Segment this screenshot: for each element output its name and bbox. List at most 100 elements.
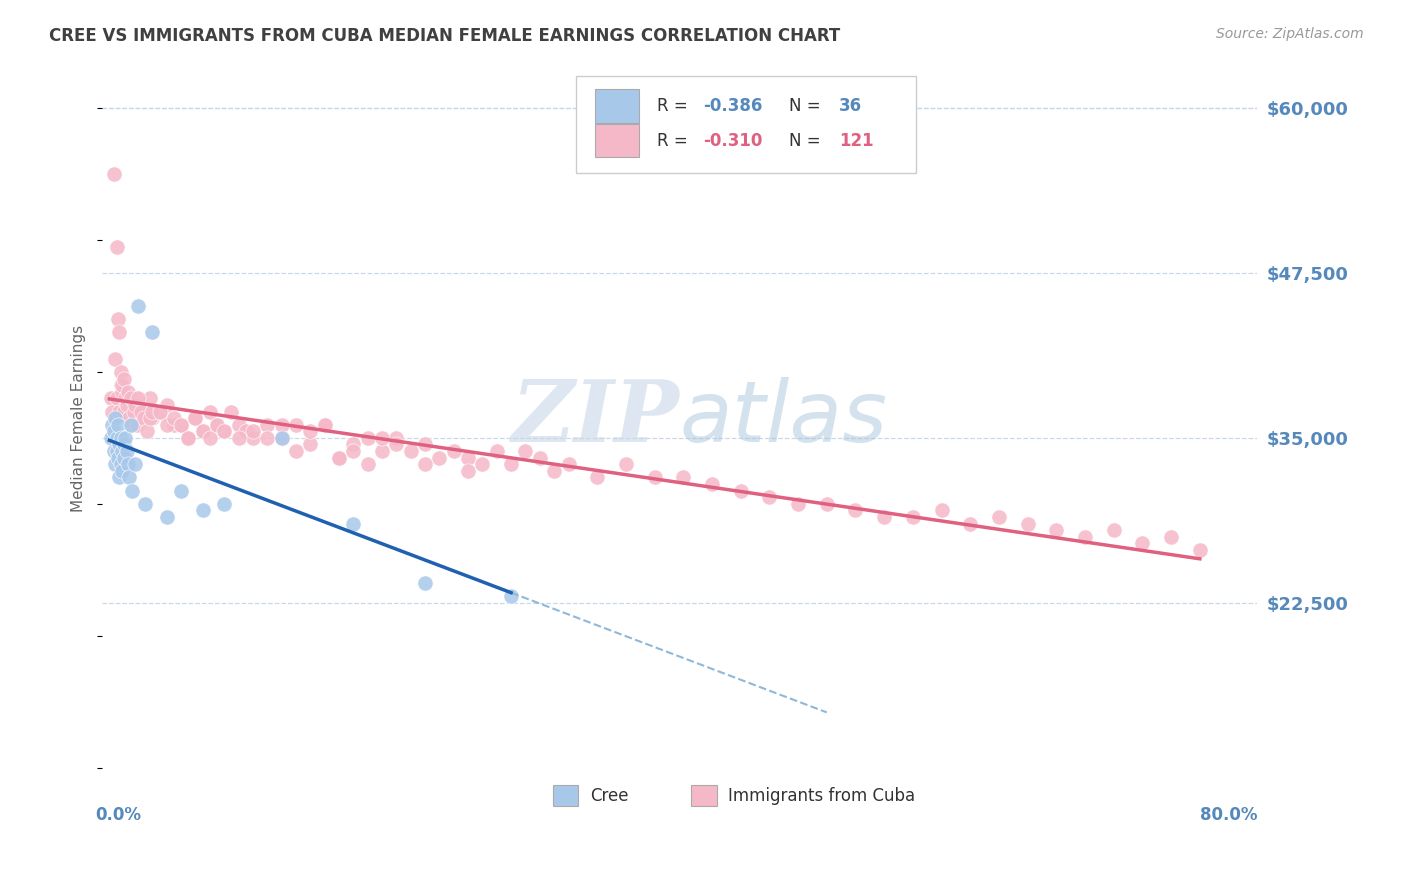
Point	[111, 464, 134, 478]
Point	[198, 404, 221, 418]
Point	[115, 444, 138, 458]
Text: 36: 36	[839, 97, 862, 115]
Point	[110, 431, 132, 445]
Point	[191, 425, 214, 439]
Point	[149, 404, 172, 418]
Point	[111, 444, 134, 458]
Point	[121, 404, 143, 418]
Point	[101, 417, 124, 432]
Text: Immigrants from Cuba: Immigrants from Cuba	[728, 787, 915, 805]
Point	[107, 417, 129, 432]
Text: Cree: Cree	[589, 787, 628, 805]
Point	[115, 392, 138, 406]
Point	[672, 470, 695, 484]
Text: 0.0%: 0.0%	[96, 806, 141, 824]
Point	[177, 431, 200, 445]
Point	[212, 425, 235, 439]
Point	[959, 516, 981, 531]
Point	[228, 417, 250, 432]
Point	[170, 483, 193, 498]
Point	[110, 378, 132, 392]
Point	[135, 425, 157, 439]
Point	[270, 431, 292, 445]
Point	[104, 457, 127, 471]
Point	[104, 411, 127, 425]
Point	[1188, 543, 1211, 558]
Point	[299, 425, 322, 439]
Point	[342, 437, 364, 451]
Point	[385, 431, 408, 445]
Point	[228, 431, 250, 445]
Point	[815, 497, 838, 511]
Point	[132, 411, 155, 425]
Text: 121: 121	[839, 131, 873, 150]
Point	[586, 470, 609, 484]
Point	[457, 464, 479, 478]
Point	[134, 404, 156, 418]
Point	[501, 457, 523, 471]
Point	[385, 437, 408, 451]
Point	[138, 392, 160, 406]
Point	[141, 411, 163, 425]
Point	[399, 444, 422, 458]
Bar	[553, 785, 578, 806]
Point	[873, 510, 896, 524]
Point	[110, 457, 132, 471]
Text: -0.386: -0.386	[703, 97, 762, 115]
Point	[107, 312, 129, 326]
Point	[1132, 536, 1154, 550]
Point	[124, 457, 146, 471]
Text: 80.0%: 80.0%	[1199, 806, 1257, 824]
Point	[117, 384, 139, 399]
Point	[1160, 530, 1182, 544]
Point	[108, 437, 131, 451]
Point	[987, 510, 1010, 524]
Point	[284, 444, 307, 458]
Point	[1074, 530, 1097, 544]
Point	[758, 490, 780, 504]
Point	[111, 378, 134, 392]
Point	[125, 417, 148, 432]
Text: CREE VS IMMIGRANTS FROM CUBA MEDIAN FEMALE EARNINGS CORRELATION CHART: CREE VS IMMIGRANTS FROM CUBA MEDIAN FEMA…	[49, 27, 841, 45]
Point	[122, 404, 145, 418]
Point	[112, 404, 135, 418]
Point	[242, 425, 264, 439]
Point	[221, 404, 243, 418]
Point	[118, 398, 141, 412]
Point	[177, 431, 200, 445]
Point	[256, 417, 278, 432]
Bar	[692, 785, 717, 806]
Point	[184, 411, 207, 425]
Point	[105, 392, 128, 406]
Point	[105, 239, 128, 253]
Point	[1017, 516, 1039, 531]
Point	[501, 589, 523, 603]
Point	[124, 392, 146, 406]
Point	[100, 431, 122, 445]
Point	[242, 431, 264, 445]
Point	[127, 392, 149, 406]
Point	[413, 457, 436, 471]
Point	[134, 497, 156, 511]
Point	[141, 326, 163, 340]
Point	[127, 398, 149, 412]
Point	[120, 392, 142, 406]
Text: -0.310: -0.310	[703, 131, 762, 150]
Point	[529, 450, 551, 465]
Text: ZIP: ZIP	[512, 376, 679, 460]
Point	[129, 404, 152, 418]
Point	[170, 417, 193, 432]
Point	[198, 431, 221, 445]
Point	[543, 464, 565, 478]
Point	[191, 503, 214, 517]
Point	[163, 417, 186, 432]
Point	[104, 351, 127, 366]
Point	[1045, 523, 1067, 537]
Point	[120, 417, 142, 432]
Point	[270, 417, 292, 432]
Text: R =: R =	[657, 131, 693, 150]
Point	[314, 417, 336, 432]
Point	[103, 444, 125, 458]
Point	[100, 392, 122, 406]
Point	[105, 444, 128, 458]
